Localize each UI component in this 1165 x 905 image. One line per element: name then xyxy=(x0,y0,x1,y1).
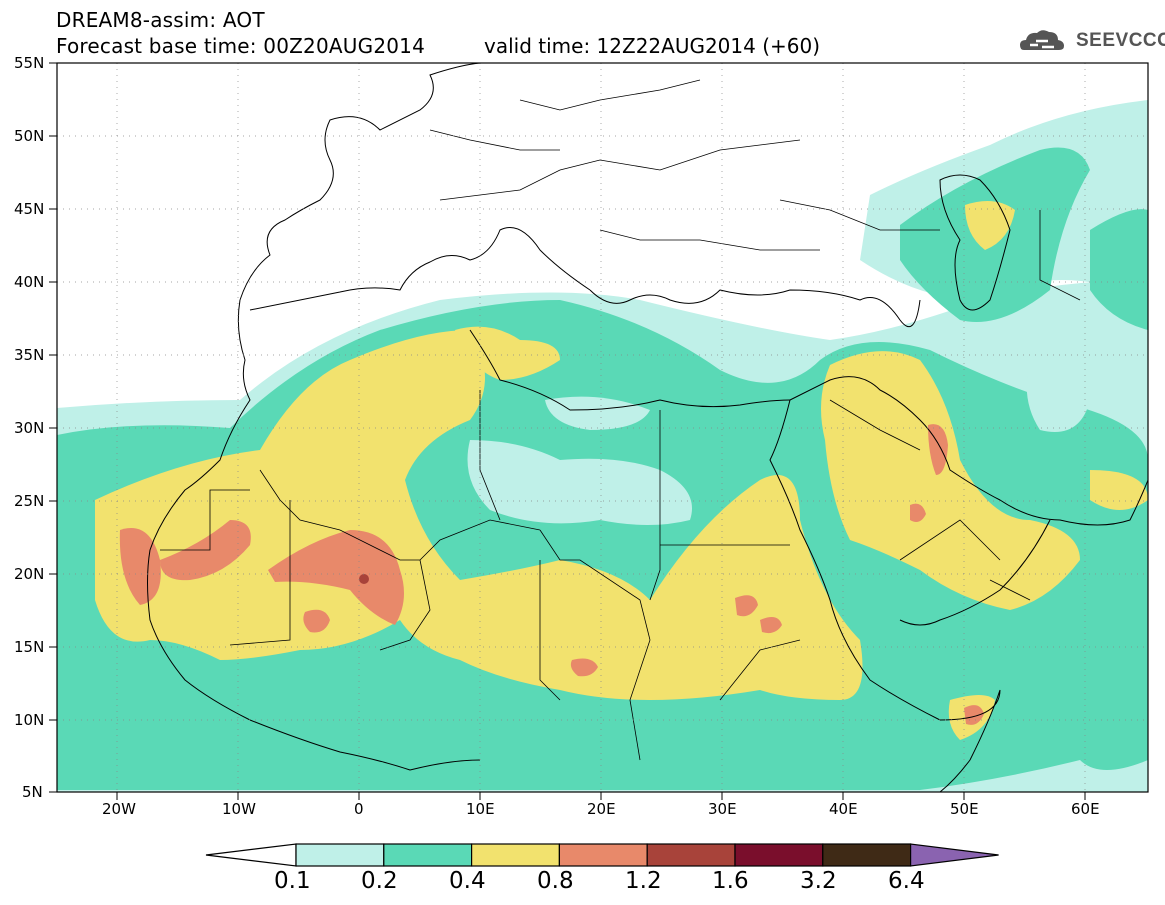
cloud-icon xyxy=(1020,30,1064,50)
lat-label: 55N xyxy=(14,54,45,72)
colorbar-label: 0.8 xyxy=(537,868,574,894)
lon-label: 60E xyxy=(1071,800,1100,818)
lon-label: 20E xyxy=(587,800,616,818)
aot-band-0-8-saudi xyxy=(910,503,926,522)
aot-band-0-2-east xyxy=(1090,209,1148,330)
country-borders xyxy=(160,79,1081,761)
lat-label: 40N xyxy=(14,273,45,291)
valid-time: valid time: 12Z22AUG2014 (+60) xyxy=(484,34,821,58)
colorbar-label: 3.2 xyxy=(800,868,837,894)
aot-band-0-4-arabia xyxy=(821,351,1080,610)
lat-label: 20N xyxy=(14,565,45,583)
logo-text: SEEVCCC xyxy=(1076,30,1165,51)
lon-label: 10W xyxy=(222,800,256,818)
map-title: DREAM8-assim: AOT xyxy=(56,8,265,32)
lon-label: 50E xyxy=(950,800,979,818)
aot-band-1-2-mali xyxy=(359,574,369,584)
colorbar-label: 0.4 xyxy=(449,868,486,894)
lat-label: 45N xyxy=(14,200,45,218)
lon-label: 0 xyxy=(354,800,364,818)
colorbar-label: 1.2 xyxy=(625,868,662,894)
aot-band-0-4-east xyxy=(1090,470,1148,510)
lat-label: 10N xyxy=(14,711,45,729)
aot-band-0-8-chad xyxy=(570,658,598,677)
colorbar-label: 0.1 xyxy=(274,868,311,894)
lat-label: 30N xyxy=(14,419,45,437)
forecast-base-time: Forecast base time: 00Z20AUG2014 xyxy=(56,34,426,58)
colorbar-label: 0.2 xyxy=(361,868,398,894)
aot-band-0-4-sahara xyxy=(95,330,863,700)
aot-band-0-8-niger xyxy=(303,609,330,633)
lon-label: 10E xyxy=(466,800,495,818)
lat-label: 35N xyxy=(14,346,45,364)
axis-ticks xyxy=(49,62,1086,800)
lon-label: 20W xyxy=(102,800,136,818)
aot-band-0-4-caspian xyxy=(965,201,1015,250)
lat-label: 15N xyxy=(14,638,45,656)
aot-band-0-8-sudan xyxy=(735,595,782,634)
lon-label: 40E xyxy=(829,800,858,818)
lon-label: 30E xyxy=(708,800,737,818)
aot-band-0-8-mali xyxy=(268,530,404,625)
coastlines xyxy=(147,63,1148,792)
lat-label: 25N xyxy=(14,492,45,510)
colorbar-label: 6.4 xyxy=(888,868,925,894)
aot-band-0-8-iraq xyxy=(928,424,948,475)
colorbar-label: 1.6 xyxy=(712,868,749,894)
lat-label: 50N xyxy=(14,127,45,145)
aot-hole-arabia-east xyxy=(1026,360,1090,432)
aot-hole-mediterranean xyxy=(545,396,650,430)
aot-band-0-4-tunisia xyxy=(455,326,560,380)
lat-label: 5N xyxy=(22,783,43,801)
aot-hole-libya xyxy=(467,440,692,525)
